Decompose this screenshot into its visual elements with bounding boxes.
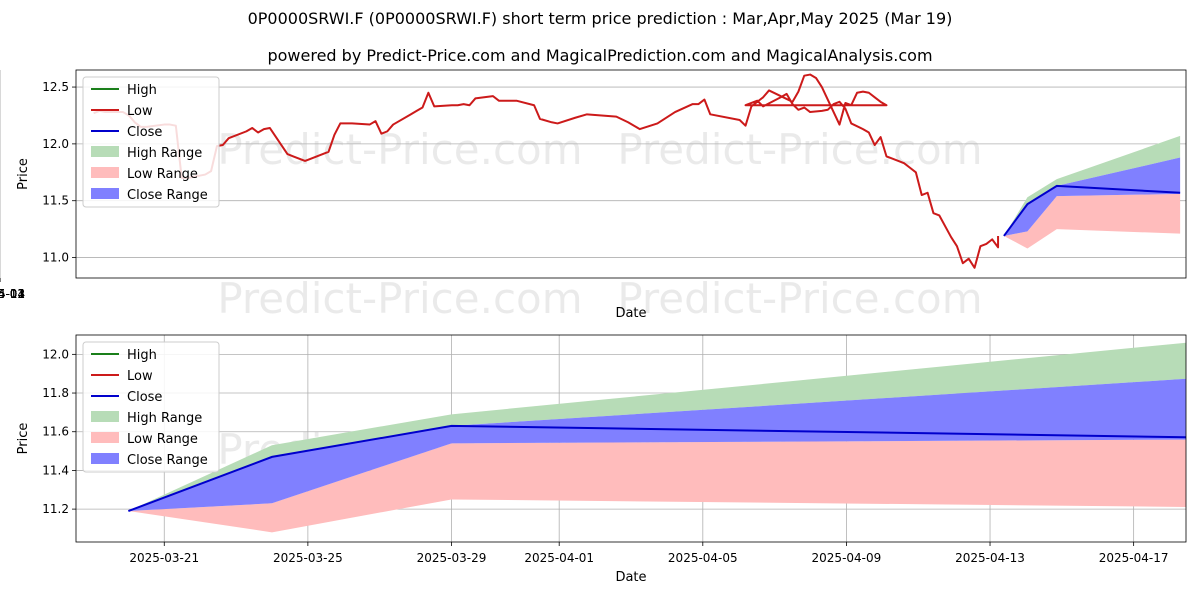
legend-label: Low Range: [127, 432, 198, 447]
x-tick-label: 2025-02: [0, 287, 25, 301]
x-tick-label: 2025-04-01: [524, 551, 594, 565]
x-tick-label: 2025-04-05: [668, 551, 738, 565]
chart-1: Predict-Price.com Predict-Price.com Predic…: [0, 69, 1187, 323]
plot-frame: [75, 334, 1187, 543]
close-series-line: [128, 424, 1186, 512]
legend-label: Close: [127, 125, 162, 140]
chart-2: Predict-Price.comPredict-Price.com2025-0…: [16, 334, 1187, 585]
y-tick-label: 12.5: [42, 80, 69, 94]
x-tick-label: 2025-04-09: [812, 551, 882, 565]
x-tick-label: 2025-03: [0, 287, 25, 301]
low-series-line: [93, 73, 1000, 269]
legend-patch-low_range: [91, 167, 119, 178]
plot-frame: [75, 69, 1187, 279]
y-tick-label: 11.8: [42, 386, 69, 400]
legend-label: High: [127, 83, 157, 98]
x-tick-label: 2024-11: [0, 287, 25, 301]
legend-label: Close: [127, 390, 162, 405]
watermark-text: Predict-Price.com: [617, 125, 982, 174]
x-tick-label: 2025-03-21: [129, 551, 199, 565]
watermark-text: Predict-Price.com: [217, 125, 582, 174]
watermark-text: Predict-Price.com: [217, 274, 582, 323]
legend-label: Low Range: [127, 167, 198, 182]
x-tick-label: 2024-12: [0, 287, 25, 301]
low-range-area: [1003, 193, 1181, 249]
y-tick-label: 11.2: [42, 502, 69, 516]
legend-label: High: [127, 348, 157, 363]
x-tick-label: 2025-04: [0, 287, 25, 301]
legend-label: Close Range: [127, 188, 208, 203]
legend-label: Low: [127, 369, 153, 384]
x-axis-label: Date: [615, 306, 646, 321]
x-tick-label: 2025-04-17: [1099, 551, 1169, 565]
x-tick-label: 2025-03-29: [417, 551, 487, 565]
legend-label: High Range: [127, 411, 202, 426]
x-tick-label: 2025-01: [0, 287, 25, 301]
plot-area: [93, 73, 1181, 269]
legend-patch-close_range: [91, 453, 119, 464]
y-tick-label: 12.0: [42, 137, 69, 151]
y-tick-label: 12.0: [42, 347, 69, 361]
chart-title: 0P0000SRWI.F (0P0000SRWI.F) short term p…: [247, 9, 953, 28]
close-series-line: [1003, 184, 1181, 237]
legend-label: Low: [127, 104, 153, 119]
close-range-area: [128, 378, 1186, 512]
x-axis-label: Date: [615, 570, 646, 585]
legend-patch-high_range: [91, 146, 119, 157]
legend-label: Close Range: [127, 453, 208, 468]
low-range-area: [128, 439, 1186, 533]
legend-label: High Range: [127, 146, 202, 161]
watermark-text: Predict-Price.com: [617, 274, 982, 323]
high-range-area: [1003, 135, 1181, 236]
plot-area: [128, 342, 1186, 533]
legend-patch-low_range: [91, 432, 119, 443]
y-axis-label: Price: [16, 158, 31, 190]
chart-subtitle: powered by Predict-Price.com and Magical…: [267, 46, 933, 65]
legend-patch-close_range: [91, 188, 119, 199]
y-tick-label: 11.0: [42, 251, 69, 265]
y-tick-label: 11.6: [42, 425, 69, 439]
y-tick-label: 11.5: [42, 194, 69, 208]
y-tick-label: 11.4: [42, 463, 69, 477]
high-range-area: [128, 342, 1186, 512]
y-axis-label: Price: [16, 423, 31, 455]
x-tick-label: 2025-03-25: [273, 551, 343, 565]
x-tick-label: 2025-04-13: [955, 551, 1025, 565]
close-range-area: [1003, 157, 1181, 236]
legend-patch-high_range: [91, 411, 119, 422]
